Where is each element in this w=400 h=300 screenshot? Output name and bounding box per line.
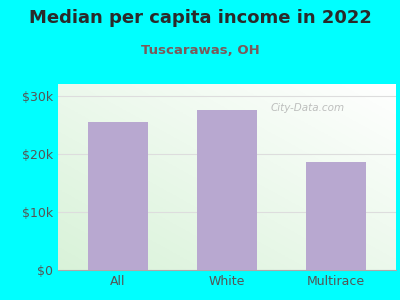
Text: Median per capita income in 2022: Median per capita income in 2022: [28, 9, 372, 27]
Bar: [88, 122, 148, 270]
Bar: [306, 163, 366, 270]
Text: Tuscarawas, OH: Tuscarawas, OH: [141, 44, 259, 56]
Text: City-Data.com: City-Data.com: [271, 103, 345, 113]
Bar: [197, 110, 257, 270]
